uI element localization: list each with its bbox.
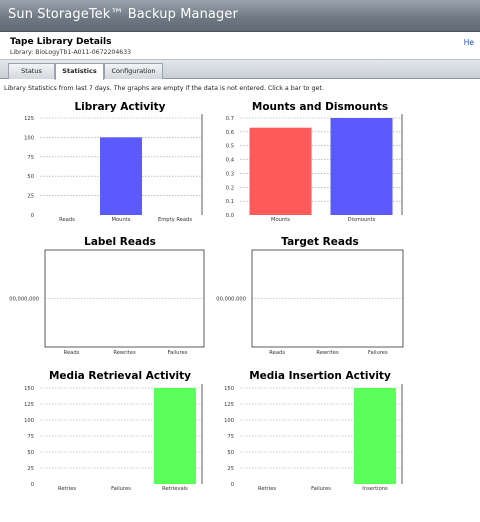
media-insertion-ytick-label: 100 bbox=[224, 418, 234, 424]
chart-title-media-insertion: Media Insertion Activity bbox=[249, 370, 391, 382]
library-activity-category-label: Mounts bbox=[112, 217, 131, 223]
tab-configuration[interactable]: Configuration bbox=[104, 63, 163, 79]
mounts-dismounts-ytick-label: 0.3 bbox=[226, 171, 234, 177]
media-retrieval-ytick-label: 75 bbox=[27, 434, 34, 440]
mounts-dismounts-category-label: Mounts bbox=[271, 217, 290, 223]
label-reads-category-label: Reads bbox=[64, 350, 80, 356]
media-insertion-ytick-label: 150 bbox=[224, 386, 234, 392]
mounts-dismounts-ytick-label: 0.5 bbox=[226, 144, 234, 150]
label-reads-category-label: Rewrites bbox=[113, 350, 136, 356]
chart-title-target-reads: Target Reads bbox=[281, 236, 359, 248]
mounts-dismounts-ytick-label: 0.1 bbox=[226, 199, 234, 205]
library-activity-ytick-label: 50 bbox=[27, 174, 34, 180]
media-retrieval-ytick-label: 50 bbox=[27, 450, 34, 456]
target-reads-ytick-label: 00,000,000 bbox=[216, 297, 246, 303]
media-retrieval-ytick-label: 25 bbox=[27, 466, 34, 472]
media-insertion-bar bbox=[354, 388, 396, 484]
label-reads-ytick-label: 00,000,000 bbox=[9, 297, 39, 303]
library-id-text: Library: BioLogyTb1-A011-0672204633 bbox=[10, 49, 132, 56]
chart-title-media-retrieval: Media Retrieval Activity bbox=[48, 370, 191, 382]
media-insertion-category-label: Insertions bbox=[362, 486, 388, 492]
statistics-info-text: Library Statistics from last 7 days. The… bbox=[4, 85, 324, 92]
library-activity-ytick-label: 100 bbox=[24, 135, 34, 141]
tab-statistics[interactable]: Statistics bbox=[55, 63, 104, 80]
help-link[interactable]: He bbox=[463, 38, 474, 47]
mounts-dismounts-category-label: Dismounts bbox=[348, 217, 376, 223]
target-reads-category-label: Rewrites bbox=[316, 350, 339, 356]
media-retrieval-category-label: Retrievals bbox=[162, 486, 188, 492]
media-insertion-category-label: Failures bbox=[311, 486, 331, 492]
label-reads-category-label: Failures bbox=[168, 350, 188, 356]
tab-bar: Status Statistics Configuration bbox=[0, 59, 480, 80]
mounts-dismounts-bar bbox=[249, 127, 312, 215]
mounts-dismounts-ytick-label: 0.2 bbox=[226, 185, 234, 191]
app-header: Sun StorageTek™ Backup Manager bbox=[0, 0, 480, 32]
media-insertion-ytick-label: 50 bbox=[227, 450, 234, 456]
library-activity-category-label: Reads bbox=[59, 217, 75, 223]
media-retrieval-ytick-label: 100 bbox=[24, 418, 34, 424]
mounts-dismounts-ytick-label: 0.6 bbox=[226, 130, 234, 136]
media-retrieval-ytick-label: 125 bbox=[24, 402, 34, 408]
app-title: Sun StorageTek™ Backup Manager bbox=[8, 7, 238, 22]
chart-title-library-activity: Library Activity bbox=[74, 101, 166, 113]
library-activity-ytick-label: 125 bbox=[24, 116, 34, 122]
media-insertion-ytick-label: 25 bbox=[227, 466, 234, 472]
media-insertion-ytick-label: 75 bbox=[227, 434, 234, 440]
media-retrieval-bar bbox=[154, 388, 196, 484]
media-insertion-ytick-label: 125 bbox=[224, 402, 234, 408]
media-insertion-category-label: Retries bbox=[258, 486, 276, 492]
target-reads-plot-frame bbox=[251, 249, 404, 348]
media-retrieval-category-label: Failures bbox=[111, 486, 131, 492]
mounts-dismounts-ytick-label: 0.7 bbox=[226, 116, 234, 122]
mounts-dismounts-ytick-label: 0.4 bbox=[226, 158, 235, 164]
media-retrieval-category-label: Retries bbox=[58, 486, 76, 492]
target-reads-category-label: Reads bbox=[269, 350, 285, 356]
target-reads-category-label: Failures bbox=[368, 350, 388, 356]
media-retrieval-ytick-label: 150 bbox=[24, 386, 34, 392]
library-activity-ytick-label: 0 bbox=[31, 213, 34, 219]
library-activity-category-label: Empty Reads bbox=[158, 217, 192, 223]
label-reads-plot-frame bbox=[44, 249, 205, 348]
media-retrieval-ytick-label: 0 bbox=[31, 482, 34, 488]
chart-title-label-reads: Label Reads bbox=[84, 236, 156, 248]
chart-title-mounts-dismounts: Mounts and Dismounts bbox=[251, 101, 389, 113]
library-activity-bar bbox=[100, 137, 142, 215]
page-title: Tape Library Details bbox=[10, 37, 112, 47]
library-activity-ytick-label: 75 bbox=[27, 155, 34, 161]
mounts-dismounts-ytick-label: 0.0 bbox=[226, 213, 234, 219]
media-insertion-ytick-label: 0 bbox=[231, 482, 234, 488]
tab-status[interactable]: Status bbox=[8, 63, 55, 79]
mounts-dismounts-bar bbox=[330, 118, 393, 215]
library-activity-ytick-label: 25 bbox=[27, 194, 34, 200]
